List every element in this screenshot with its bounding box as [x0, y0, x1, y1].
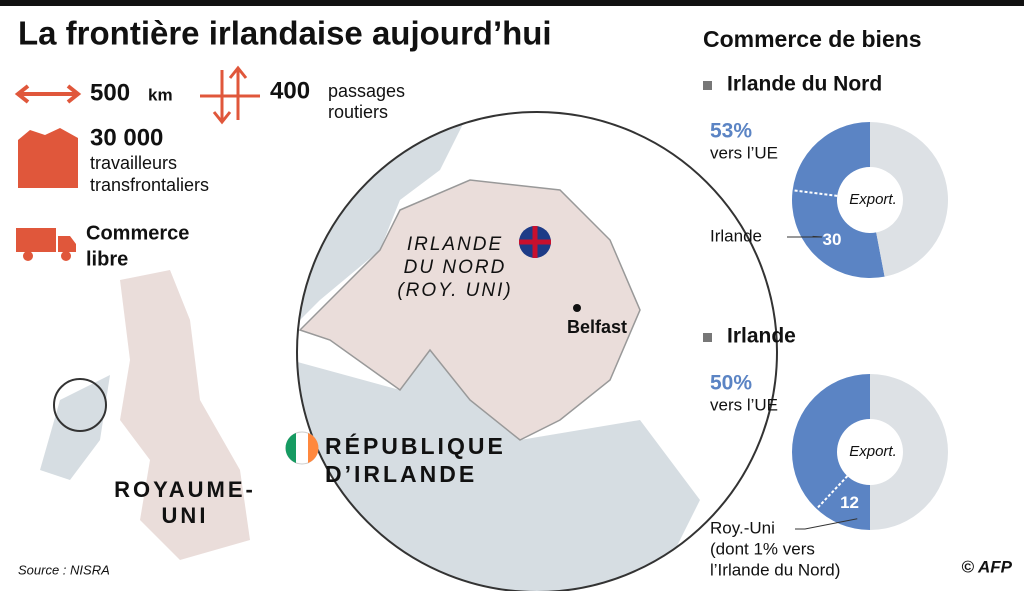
ie-flag-orange [308, 433, 319, 463]
chart-title: Irlande [727, 325, 796, 348]
stat-text: passages [328, 81, 405, 101]
donut-segment [870, 374, 948, 530]
donut-segment [792, 122, 885, 278]
stat-text: transfrontaliers [90, 175, 209, 195]
credit: © AFP [961, 557, 1012, 576]
sub-name: Irlande [710, 226, 762, 245]
sub-value: 30 [823, 230, 842, 249]
leader-line [787, 235, 823, 238]
share-name: vers l’UE [710, 143, 778, 162]
stat-number: 400 [270, 77, 310, 104]
city-dot [573, 304, 581, 312]
map-label: D’IRLANDE [325, 461, 477, 487]
map-label: (ROY. UNI) [397, 280, 512, 301]
uk-flag-cross [519, 226, 551, 258]
sub-name: l’Irlande du Nord) [710, 560, 840, 579]
ie-flag-green [285, 433, 296, 463]
workers-icon [18, 128, 78, 188]
sub-value: 12 [840, 493, 859, 512]
map-label: DU NORD [404, 257, 507, 278]
map-label: RÉPUBLIQUE [325, 432, 506, 459]
stat-text: Commerce [86, 222, 189, 244]
sub-name: Roy.-Uni [710, 518, 775, 537]
uk-shape [120, 270, 250, 560]
stat-unit: km [148, 85, 173, 104]
stat-text: libre [86, 248, 128, 270]
top-bar [0, 0, 1024, 6]
map-label: ROYAUME- [114, 477, 256, 502]
truck-icon [16, 228, 76, 252]
title: La frontière irlandaise aujourd’hui [18, 15, 552, 52]
chart-title: Irlande du Nord [727, 73, 882, 96]
legend-square [703, 333, 712, 342]
map-label: IRLANDE [407, 234, 503, 255]
crossing-icon [200, 65, 260, 125]
sub-divider [792, 189, 838, 197]
truck-wheel [23, 251, 33, 261]
city-label: Belfast [567, 317, 627, 337]
share-label: 50% [710, 372, 752, 395]
source: Source : NISRA [18, 562, 110, 577]
map [40, 111, 778, 593]
zoom-circle [53, 378, 107, 432]
share-name: vers l’UE [710, 395, 778, 414]
stat-number: 30 000 [90, 124, 163, 151]
stat-text: routiers [328, 102, 388, 122]
center-label: Export. [849, 443, 897, 460]
stat-text: travailleurs [90, 153, 177, 173]
sub-name: (dont 1% vers [710, 539, 815, 558]
ireland-shape [40, 375, 110, 480]
map-label: UNI [162, 503, 209, 528]
stat-number: 500 [90, 79, 130, 106]
trade-title: Commerce de biens [703, 26, 922, 52]
leader-line [795, 518, 858, 530]
donut-segment [870, 122, 949, 277]
donut-segment [792, 374, 870, 530]
share-label: 53% [710, 120, 752, 143]
legend-square [703, 81, 712, 90]
sub-divider [815, 475, 849, 510]
center-label: Export. [849, 191, 897, 208]
truck-wheel [61, 251, 71, 261]
distance-icon [14, 84, 82, 104]
